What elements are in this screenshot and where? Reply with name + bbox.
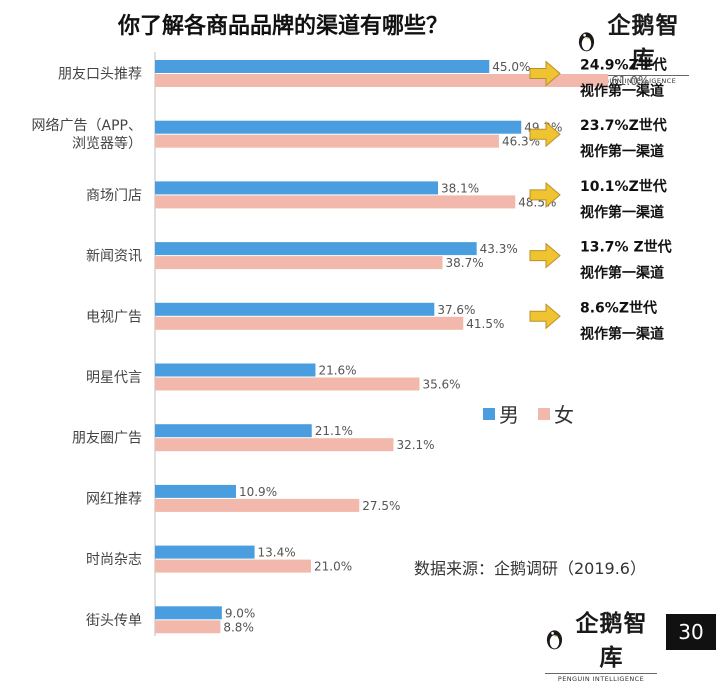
penguin-icon: [546, 630, 563, 650]
callout-text: 24.9%Z世代: [580, 57, 667, 74]
data-label: 43.3%: [480, 242, 518, 256]
data-label: 35.6%: [422, 378, 460, 392]
data-label: 38.1%: [441, 181, 479, 195]
bar-female: [155, 377, 420, 391]
data-label: 37.6%: [437, 303, 475, 317]
data-label: 13.4%: [258, 546, 296, 560]
bar-male: [155, 484, 236, 498]
data-label: 21.0%: [314, 560, 352, 574]
bar-male: [155, 242, 477, 256]
callout-text: 视作第一渠道: [580, 265, 664, 282]
data-label: 27.5%: [362, 499, 400, 513]
data-label: 32.1%: [396, 438, 434, 452]
source-note: 数据来源：企鹅调研（2019.6）: [414, 559, 646, 578]
callout-text: 视作第一渠道: [580, 83, 664, 100]
brand-logo-footer: 企鹅智库 PENGUIN INTELLIGENCE: [545, 604, 657, 683]
category-label: 商场门店: [86, 188, 142, 204]
data-label: 61.0%: [611, 74, 649, 88]
category-label: 街头传单: [86, 613, 142, 629]
category-label: 网红推荐: [86, 491, 142, 507]
bar-female: [155, 620, 221, 634]
bar-chart: 朋友口头推荐 45.0%61.0%网络广告（APP、浏览器等）49.3%46.3%…: [32, 52, 672, 636]
page-number: 30: [666, 614, 716, 650]
data-label: 21.1%: [315, 424, 353, 438]
data-label: 38.7%: [445, 256, 483, 270]
bar-female: [155, 559, 311, 573]
category-label: 电视广告: [86, 309, 142, 325]
data-label: 8.8%: [223, 620, 254, 634]
callout-text: 视作第一渠道: [580, 325, 664, 342]
logo-subtitle: PENGUIN INTELLIGENCE: [545, 673, 657, 683]
callout-text: 13.7% Z世代: [580, 239, 672, 256]
bar-male: [155, 302, 435, 316]
category-label: 新闻资讯: [86, 249, 142, 265]
bar-male: [155, 424, 312, 438]
category-label: 朋友圈广告: [72, 431, 142, 447]
bar-female: [155, 256, 443, 270]
logo-name: 企鹅智库: [575, 611, 648, 671]
legend-swatch: [483, 408, 495, 420]
legend-swatch: [538, 408, 550, 420]
arrow-icon: [529, 60, 561, 87]
category-label: 朋友口头推荐: [58, 67, 142, 83]
chart-title: 你了解各商品品牌的渠道有哪些？: [118, 14, 449, 39]
penguin-icon: [578, 32, 595, 52]
data-label: 10.9%: [239, 485, 277, 499]
data-label: 21.6%: [318, 364, 356, 378]
brand-logo: 企鹅智库 PENGUIN INTELLIGENCE: [577, 6, 689, 85]
logo-name: 企鹅智库: [607, 13, 680, 73]
callout-text: 视作第一渠道: [580, 143, 664, 160]
bar-female: [155, 498, 360, 512]
category-label: 明星代言: [86, 370, 142, 386]
legend-label: 男: [499, 403, 519, 427]
callout-text: 视作第一渠道: [580, 204, 664, 221]
category-label: 网络广告（APP、: [32, 118, 142, 134]
bar-male: [155, 606, 222, 620]
callout-text: 23.7%Z世代: [580, 117, 667, 134]
category-label: 时尚杂志: [86, 552, 142, 568]
arrow-icon: [529, 303, 561, 330]
logo-subtitle: PENGUIN INTELLIGENCE: [577, 75, 689, 85]
bar-male: [155, 60, 490, 73]
bar-female: [155, 134, 499, 148]
bar-female: [155, 316, 464, 330]
legend-label: 女: [554, 403, 574, 427]
bar-male: [155, 120, 522, 134]
bar-female: [155, 195, 516, 209]
arrow-icon: [529, 181, 561, 208]
bar-male: [155, 363, 316, 377]
bar-female: [155, 74, 609, 87]
data-label: 41.5%: [466, 317, 504, 331]
arrow-icon: [529, 121, 561, 148]
data-label: 45.0%: [492, 60, 530, 74]
arrow-icon: [529, 242, 561, 269]
bar-female: [155, 438, 394, 452]
callout-text: 10.1%Z世代: [580, 178, 667, 195]
callout-text: 8.6%Z世代: [580, 299, 657, 316]
data-label: 9.0%: [225, 606, 256, 620]
category-label: 浏览器等）: [72, 135, 142, 152]
bar-male: [155, 545, 255, 559]
bar-male: [155, 181, 439, 195]
